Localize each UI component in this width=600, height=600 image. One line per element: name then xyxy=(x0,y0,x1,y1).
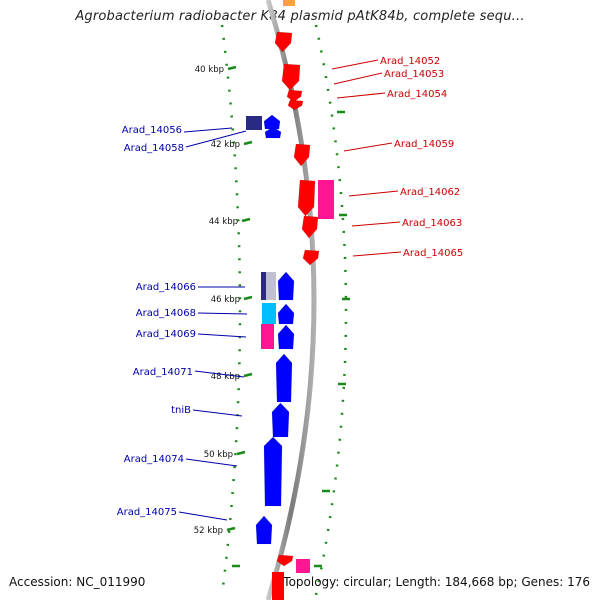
forward-gene-label[interactable]: Arad_14054 xyxy=(387,89,447,100)
forward-gene-arrow[interactable] xyxy=(318,180,334,219)
forward-gene-arrow[interactable] xyxy=(293,143,311,167)
forward-gene-label[interactable]: Arad_14062 xyxy=(400,187,460,198)
forward-gene-arrow[interactable] xyxy=(281,63,301,91)
label-leader-line xyxy=(185,458,238,467)
label-leader-line xyxy=(183,127,233,133)
reverse-gene-label[interactable]: Arad_14074 xyxy=(124,454,184,465)
forward-gene-label[interactable]: Arad_14065 xyxy=(403,248,463,259)
reverse-gene-label[interactable]: Arad_14068 xyxy=(136,308,196,319)
forward-gene-arrow[interactable] xyxy=(283,0,295,6)
reverse-gene-label[interactable]: Arad_14069 xyxy=(136,329,196,340)
reverse-gene-label[interactable]: Arad_14066 xyxy=(136,282,196,293)
reverse-gene-arrow[interactable] xyxy=(263,436,283,507)
forward-gene-label[interactable]: Arad_14052 xyxy=(380,56,440,67)
scale-tick xyxy=(227,65,237,71)
accession-label: Accession: NC_011990 xyxy=(9,575,146,589)
reverse-gene-label[interactable]: Arad_14071 xyxy=(133,367,193,378)
scale-tick xyxy=(243,295,253,301)
label-leader-line xyxy=(192,409,243,417)
label-leader-line xyxy=(194,370,245,378)
label-leader-line xyxy=(197,333,247,338)
label-leader-line xyxy=(333,72,383,85)
label-leader-line xyxy=(185,130,247,148)
reverse-gene-arrow[interactable] xyxy=(277,324,295,350)
forward-gene-arrow[interactable] xyxy=(296,559,310,573)
scale-label: 46 kbp xyxy=(211,295,240,305)
gene-features xyxy=(246,0,334,600)
reverse-gene-label[interactable]: Arad_14075 xyxy=(117,507,177,518)
label-leader-line xyxy=(331,59,379,70)
reverse-gene-arrow[interactable] xyxy=(262,303,276,324)
scale-labels: 40 kbp 42 kbp 44 kbp 46 kbp 48 kbp 50 kbp 52 k… xyxy=(194,65,240,536)
scale-tick xyxy=(243,372,253,378)
forward-gene-arrow[interactable] xyxy=(297,179,316,217)
label-leader-line xyxy=(343,142,393,152)
forward-gene-label[interactable]: Arad_14059 xyxy=(394,139,454,150)
reverse-gene-arrow[interactable] xyxy=(277,303,295,325)
scale-label: 40 kbp xyxy=(195,65,224,75)
scale-tick xyxy=(241,217,251,223)
map-title: Agrobacterium radiobacter K84 plasmid pA… xyxy=(75,9,525,24)
forward-gene-arrow[interactable] xyxy=(274,31,293,53)
reverse-gene-arrow[interactable] xyxy=(246,116,262,130)
reverse-gene-arrow[interactable] xyxy=(261,324,274,349)
forward-gene-arrow[interactable] xyxy=(286,89,303,103)
reverse-gene-arrow[interactable] xyxy=(255,515,273,545)
forward-gene-arrow[interactable] xyxy=(272,572,284,600)
forward-gene-arrow[interactable] xyxy=(302,249,320,266)
forward-gene-label[interactable]: Arad_14063 xyxy=(402,218,462,229)
label-leader-line xyxy=(178,511,228,521)
reverse-gene-arrow[interactable] xyxy=(271,402,290,438)
scale-label: 48 kbp xyxy=(211,372,240,382)
label-leader-line xyxy=(348,190,399,197)
forward-gene-label[interactable]: Arad_14053 xyxy=(384,69,444,80)
reverse-gene-label[interactable]: tniB xyxy=(171,405,191,416)
label-leader-line xyxy=(352,251,402,257)
forward-gene-arrow[interactable] xyxy=(287,99,304,111)
gene-labels: Arad_14052 Arad_14053 Arad_14054 Arad_14059… xyxy=(117,56,464,518)
topology-label: Topology: circular; Length: 184,668 bp; … xyxy=(283,575,590,589)
scale-label: 50 kbp xyxy=(204,450,233,460)
reverse-gene-label[interactable]: Arad_14056 xyxy=(122,125,182,136)
forward-gene-arrow[interactable] xyxy=(276,554,294,567)
scale-ticks xyxy=(226,65,350,568)
scale-label: 52 kbp xyxy=(194,526,223,536)
reverse-gene-label[interactable]: Arad_14058 xyxy=(124,143,184,154)
reverse-gene-arrow[interactable] xyxy=(275,353,293,403)
label-leader-line xyxy=(336,92,386,99)
reverse-gene-arrow[interactable] xyxy=(277,271,295,301)
reverse-gene-arrow[interactable] xyxy=(264,126,282,139)
forward-gene-arrow[interactable] xyxy=(301,215,319,239)
scale-label: 42 kbp xyxy=(211,140,240,150)
reverse-gene-arrow[interactable] xyxy=(266,272,276,300)
scale-tick xyxy=(236,450,246,456)
inner-track-dots xyxy=(220,24,242,596)
label-leader-line xyxy=(197,312,248,315)
scale-label: 44 kbp xyxy=(209,217,238,227)
label-leader-line xyxy=(351,221,401,227)
label-leader-lines xyxy=(178,59,402,521)
outer-track-dots xyxy=(314,24,348,596)
scale-tick xyxy=(243,140,253,146)
scale-tick xyxy=(226,526,236,532)
reverse-gene-arrow[interactable] xyxy=(263,114,281,130)
